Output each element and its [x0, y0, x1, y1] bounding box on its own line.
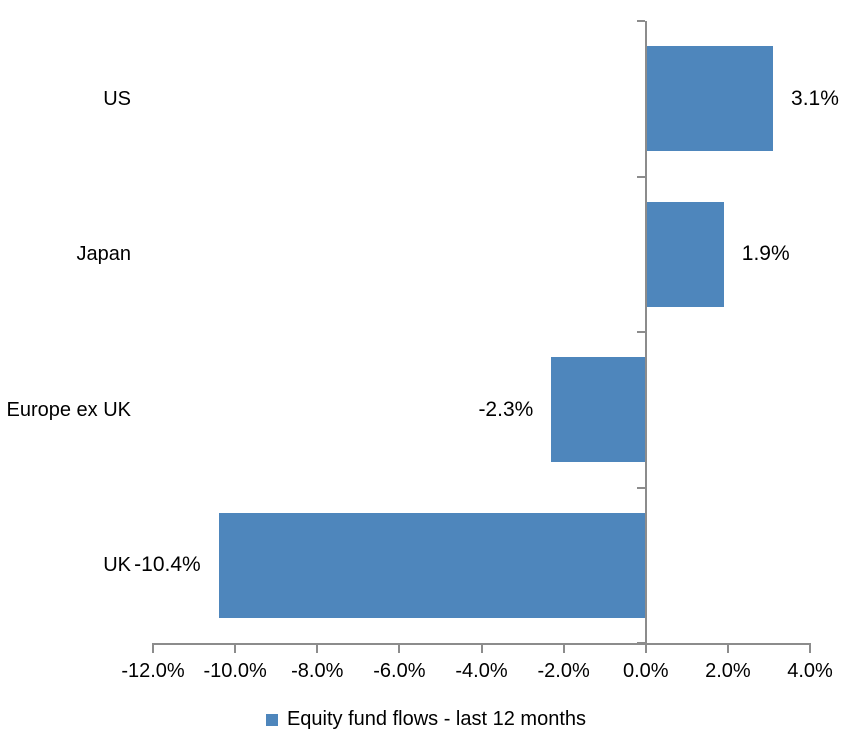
- x-axis-tick: [316, 643, 319, 653]
- bar-value-label: -10.4%: [134, 553, 201, 577]
- x-axis-tick-label: 2.0%: [705, 660, 751, 682]
- x-axis-tick: [398, 643, 401, 653]
- category-axis-tick: [636, 486, 645, 489]
- category-label: UK: [103, 554, 131, 577]
- x-axis-tick-label: -6.0%: [373, 660, 426, 682]
- x-axis-tick: [809, 643, 811, 653]
- x-axis-tick: [234, 643, 237, 653]
- bar-value-label: 3.1%: [791, 86, 839, 110]
- x-axis-tick-label: -12.0%: [121, 660, 185, 682]
- x-axis-tick-label: 0.0%: [622, 660, 669, 682]
- category-label: US: [103, 87, 131, 110]
- x-axis-tick: [152, 643, 154, 653]
- category-axis-tick: [636, 331, 645, 333]
- x-axis-tick-label: 4.0%: [787, 660, 833, 682]
- x-axis-tick-label: -10.0%: [203, 660, 267, 682]
- category-axis-tick: [636, 20, 645, 22]
- bar: [218, 512, 646, 618]
- category-axis-tick: [636, 642, 645, 644]
- category-label: Japan: [76, 243, 132, 266]
- bar: [645, 201, 724, 307]
- category-axis-tick: [636, 175, 645, 178]
- category-axis-line: [644, 21, 647, 645]
- x-axis-tick-label: -4.0%: [455, 660, 508, 682]
- legend: Equity fund flows - last 12 months: [0, 706, 852, 732]
- bar: [645, 46, 774, 152]
- x-axis-tick: [562, 643, 565, 653]
- x-axis-tick: [644, 643, 647, 653]
- bar: [551, 357, 646, 463]
- x-axis-tick-label: -2.0%: [537, 660, 590, 682]
- bar-value-label: 1.9%: [741, 242, 790, 266]
- legend-label: Equity fund flows - last 12 months: [286, 708, 587, 730]
- x-axis-tick: [726, 643, 729, 653]
- x-axis-tick: [480, 643, 483, 653]
- category-label: Europe ex UK: [6, 398, 131, 421]
- legend-marker-icon: [265, 714, 278, 726]
- x-axis-tick-label: -8.0%: [291, 660, 344, 682]
- bar-value-label: -2.3%: [478, 397, 534, 421]
